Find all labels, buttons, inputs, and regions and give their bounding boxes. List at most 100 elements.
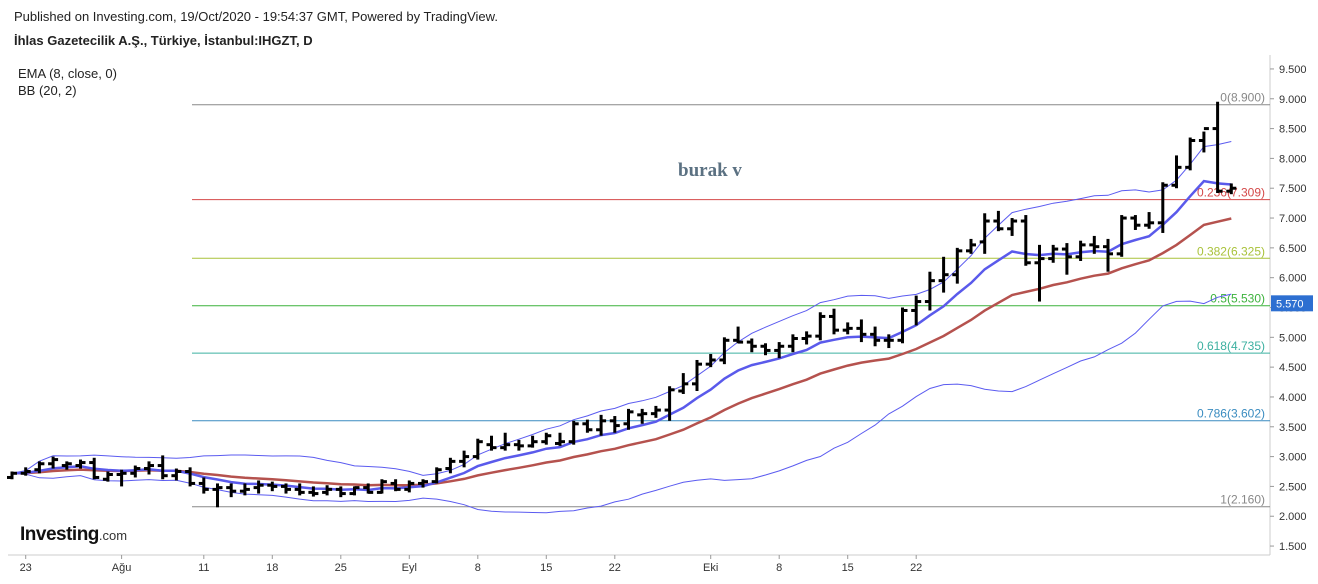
ohlc-bar <box>486 435 497 451</box>
ohlc-bar <box>678 373 689 394</box>
ohlc-bar <box>993 210 1004 232</box>
ohlc-bar <box>527 435 538 448</box>
ohlc-bar <box>801 331 812 345</box>
ohlc-bar <box>418 479 428 488</box>
ema-indicator-label: EMA (8, close, 0) <box>18 66 117 81</box>
ohlc-bar <box>500 432 511 451</box>
y-tick-label: 7.000 <box>1279 213 1307 225</box>
ohlc-bar <box>746 338 757 353</box>
ohlc-bar <box>48 456 59 469</box>
y-tick-label: 2.500 <box>1279 481 1307 493</box>
ohlc-bar <box>733 326 744 344</box>
ohlc-bar <box>1226 183 1237 195</box>
ohlc-bar <box>1020 215 1031 266</box>
ohlc-bar <box>650 405 661 418</box>
y-tick-label: 6.500 <box>1279 243 1307 255</box>
ohlc-bar <box>609 416 620 433</box>
y-tick-label: 3.000 <box>1279 452 1307 464</box>
ohlc-bar <box>404 480 415 493</box>
ohlc-bar <box>568 420 579 445</box>
ohlc-bar <box>637 408 648 424</box>
ohlc-bar <box>664 386 675 421</box>
x-tick-label: Eki <box>703 562 718 574</box>
ohlc-bar <box>1171 155 1182 189</box>
ohlc-bar <box>34 461 45 474</box>
ohlc-bar <box>376 479 387 494</box>
chart-annotation: burak v <box>678 160 742 181</box>
y-tick-label: 5.000 <box>1279 332 1307 344</box>
logo-suffix-text: .com <box>98 528 128 543</box>
x-tick-label: 15 <box>540 562 552 574</box>
ohlc-bar <box>842 322 853 335</box>
x-tick-label: 22 <box>609 562 621 574</box>
ohlc-bar <box>829 308 839 335</box>
ohlc-bar <box>1048 244 1059 263</box>
fib-level-label: 0.5(5.530) <box>1210 292 1265 306</box>
fibonacci-levels: 0(8.900)0.236(7.309)0.382(6.325)0.5(5.53… <box>192 91 1270 508</box>
x-tick-label: 23 <box>20 562 32 574</box>
ohlc-bar <box>75 459 86 469</box>
ohlc-bar <box>1212 101 1223 193</box>
x-tick-label: 11 <box>198 562 209 574</box>
ohlc-bar <box>1144 212 1155 229</box>
ohlc-bar <box>1007 218 1018 236</box>
ohlc-bar <box>1103 238 1113 272</box>
ohlc-bar <box>431 467 442 484</box>
ohlc-bar <box>596 414 607 436</box>
ohlc-bar <box>102 471 113 482</box>
ohlc-bar <box>513 439 524 451</box>
ohlc-bar <box>1185 137 1196 171</box>
chart-grid <box>8 55 1271 556</box>
x-tick-label: 22 <box>910 562 922 574</box>
last-price-badge <box>1271 295 1313 312</box>
ema-line <box>11 179 1232 492</box>
published-caption: Published on Investing.com, 19/Oct/2020 … <box>14 9 498 24</box>
ohlc-bar <box>952 247 963 284</box>
y-tick-label: 6.000 <box>1279 273 1307 285</box>
symbol-title: İhlas Gazetecilik A.Ş., Türkiye, İstanbu… <box>14 33 313 48</box>
y-tick-label: 2.000 <box>1279 511 1307 523</box>
ohlc-bar <box>61 461 72 470</box>
x-tick-label: 8 <box>475 562 481 574</box>
ohlc-bar <box>116 469 127 487</box>
ohlc-bar <box>924 271 935 311</box>
fib-level-label: 1(2.160) <box>1220 493 1265 507</box>
x-tick-label: Ağu <box>112 562 132 574</box>
ohlc-bar <box>883 334 894 349</box>
ohlc-bar <box>472 438 483 460</box>
ohlc-bar <box>267 481 278 492</box>
x-tick-label: Eyl <box>402 562 417 574</box>
y-tick-label: 9.500 <box>1279 64 1307 76</box>
ohlc-bar <box>349 486 360 496</box>
y-tick-label: 9.000 <box>1279 94 1307 106</box>
ohlc-bar <box>322 485 333 496</box>
ohlc-bar <box>582 419 593 433</box>
ohlc-bar <box>774 342 785 359</box>
ohlc-bar <box>294 483 305 496</box>
ohlc-bars <box>7 101 1237 508</box>
ohlc-bar <box>144 461 154 475</box>
y-tick-label: 4.000 <box>1279 392 1307 404</box>
ohlc-bar <box>157 455 168 480</box>
bb-basis-line <box>11 217 1232 487</box>
ohlc-bar <box>212 483 223 508</box>
ohlc-bar <box>897 307 908 344</box>
ema-lines <box>11 179 1232 492</box>
fib-level-label: 0.618(4.735) <box>1197 339 1265 353</box>
last-price-label: 5.570 <box>1276 298 1304 310</box>
ohlc-bar <box>938 256 949 293</box>
ohlc-bar <box>979 213 990 254</box>
bollinger-bands <box>11 141 1232 514</box>
ohlc-bar <box>445 457 456 474</box>
ohlc-bar <box>1089 235 1100 254</box>
ohlc-bar <box>719 337 730 365</box>
ohlc-bar <box>239 483 250 496</box>
fib-level-label: 0(8.900) <box>1220 91 1265 105</box>
y-tick-label: 8.500 <box>1279 124 1307 136</box>
ohlc-bar <box>89 457 100 480</box>
bb-lower-band <box>11 293 1232 514</box>
ohlc-bar <box>363 483 374 494</box>
ohlc-bar <box>856 319 867 343</box>
ohlc-bar <box>1034 244 1045 302</box>
